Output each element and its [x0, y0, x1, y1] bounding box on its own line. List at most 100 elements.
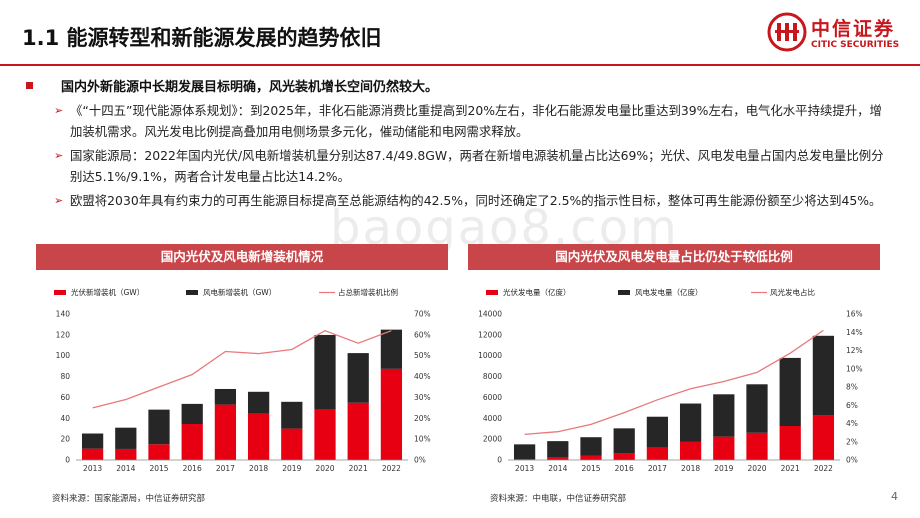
bar — [812, 415, 835, 460]
y2-tick-label: 12% — [846, 346, 863, 355]
bar — [81, 433, 104, 449]
chart1-source: 资料来源：国家能源局，中信证券研究部 — [52, 494, 206, 504]
bar — [181, 424, 203, 460]
legend-swatch — [486, 290, 498, 295]
legend-label: 风电发电量（亿度） — [635, 287, 703, 297]
bar — [214, 388, 237, 405]
x-tick-label: 2020 — [315, 464, 334, 473]
chart2-title-banner: 国内光伏及风电发电量占比仍处于较低比例 — [468, 244, 880, 270]
header-divider — [0, 64, 920, 66]
y2-tick-label: 20% — [414, 414, 431, 423]
bar — [746, 384, 768, 433]
logo-text-en: CITIC SECURITIES — [811, 40, 900, 50]
chart-generation-share: 光伏发电量（亿度） 风电发电量（亿度） 风光发电占比 0 2000 4000 6000 800… — [478, 287, 863, 473]
bar — [247, 413, 270, 460]
x-tick-label: 2015 — [149, 464, 168, 473]
x-tick-label: 2022 — [814, 464, 833, 473]
legend-label: 风光发电占比 — [770, 287, 815, 297]
series-line — [92, 329, 392, 409]
bar — [115, 427, 137, 449]
bar — [513, 444, 536, 460]
bar — [580, 455, 602, 460]
y-tick-label: 60 — [60, 393, 70, 402]
x-tick-label: 2018 — [681, 464, 700, 473]
bar — [347, 353, 369, 403]
x-tick-label: 2019 — [282, 464, 301, 473]
y2-tick-label: 8% — [846, 383, 858, 392]
legend-swatch — [186, 290, 198, 295]
legend-label: 占总新增装机比例 — [338, 287, 398, 297]
bar — [281, 401, 303, 429]
y-tick-label: 14000 — [478, 310, 502, 319]
bar — [214, 404, 237, 460]
x-tick-label: 2021 — [781, 464, 800, 473]
main-bullet-text: 国内外新能源中长期发展目标明确，风光装机增长空间仍然较大。 — [61, 80, 439, 95]
x-tick-label: 2020 — [747, 464, 766, 473]
bar — [380, 329, 403, 369]
bar — [314, 409, 336, 460]
y2-tick-label: 6% — [846, 401, 858, 410]
y2-tick-label: 0% — [414, 456, 426, 465]
chart-new-installations: 光伏新增装机（GW） 风电新增装机（GW） 占总新增装机比例 0 20 40 60 80 100… — [54, 287, 431, 473]
main-bullet: 国内外新能源中长期发展目标明确，风光装机增长空间仍然较大。 — [26, 76, 438, 95]
bar — [646, 416, 669, 448]
arrow-bullet-icon: ➢ — [54, 149, 64, 162]
y-tick-label: 40 — [60, 414, 70, 423]
y-tick-label: 8000 — [483, 372, 502, 381]
citic-logo-icon — [767, 12, 807, 52]
x-tick-label: 2018 — [249, 464, 268, 473]
bar — [580, 437, 602, 456]
bar — [247, 391, 270, 414]
sub-bullet-text: 《“十四五”现代能源体系规划》：到2025年，非化石能源消费比重提高到20%左右… — [70, 103, 882, 139]
y-tick-label: 6000 — [483, 393, 502, 402]
x-tick-label: 2019 — [714, 464, 733, 473]
y2-tick-label: 10% — [414, 435, 431, 444]
bar — [613, 428, 635, 454]
sub-bullet-1: ➢ 《“十四五”现代能源体系规划》：到2025年，非化石能源消费比重提高到20%… — [54, 100, 890, 142]
bar — [779, 426, 801, 460]
bar — [547, 441, 569, 458]
y2-tick-label: 30% — [414, 393, 431, 402]
bar — [115, 448, 137, 460]
x-tick-label: 2013 — [83, 464, 102, 473]
bar — [613, 453, 635, 460]
x-tick-label: 2014 — [116, 464, 135, 473]
y-tick-label: 0 — [497, 456, 502, 465]
bar — [81, 448, 104, 460]
chart1-title-banner: 国内光伏及风电新增装机情况 — [36, 244, 448, 270]
bar — [779, 357, 801, 427]
page-number: 4 — [891, 490, 898, 503]
legend-label: 风电新增装机（GW） — [203, 287, 276, 297]
arrow-bullet-icon: ➢ — [54, 194, 64, 207]
y-tick-label: 100 — [56, 351, 71, 360]
legend-label: 光伏新增装机（GW） — [71, 287, 144, 297]
y2-tick-label: 14% — [846, 328, 863, 337]
legend-swatch — [618, 290, 630, 295]
x-tick-label: 2022 — [382, 464, 401, 473]
legend-label: 光伏发电量（亿度） — [503, 287, 571, 297]
bar — [713, 436, 735, 460]
y-tick-label: 20 — [60, 435, 70, 444]
bar — [547, 457, 569, 460]
y-tick-label: 140 — [56, 310, 71, 319]
bar — [513, 459, 536, 460]
page-title: 1.1 能源转型和新能源发展的趋势依旧 — [22, 26, 382, 50]
bar — [314, 334, 336, 410]
y2-tick-label: 16% — [846, 310, 863, 319]
y-tick-label: 120 — [56, 330, 71, 339]
bar — [181, 403, 203, 425]
x-tick-label: 2021 — [349, 464, 368, 473]
bar — [746, 432, 768, 460]
y-tick-label: 0 — [65, 456, 70, 465]
bar — [713, 394, 735, 437]
brand-logo: 中信证券 CITIC SECURITIES — [767, 10, 907, 62]
y-tick-label: 2000 — [483, 435, 502, 444]
arrow-bullet-icon: ➢ — [54, 104, 64, 117]
x-tick-label: 2013 — [515, 464, 534, 473]
bar — [646, 447, 669, 460]
bar — [148, 444, 170, 460]
sub-bullet-text: 国家能源局：2022年国内光伏/风电新增装机量分别达87.4/49.8GW，两者… — [70, 148, 884, 184]
y-tick-label: 80 — [60, 372, 70, 381]
sub-bullet-2: ➢ 国家能源局：2022年国内光伏/风电新增装机量分别达87.4/49.8GW，… — [54, 145, 890, 187]
y-tick-label: 10000 — [478, 351, 502, 360]
